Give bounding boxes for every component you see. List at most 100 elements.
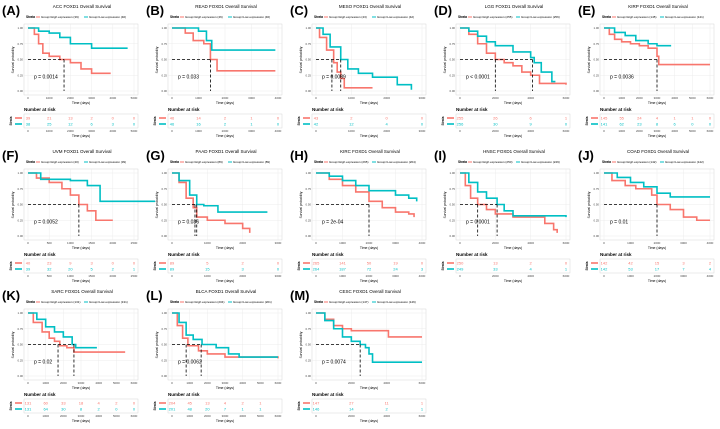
- legend-high-label: Group=High expression (40): [41, 160, 79, 164]
- y-tick-label: 1.00: [18, 26, 24, 30]
- x-tick-label: 3000: [680, 241, 687, 245]
- risk-x-axis-label: Time (days): [216, 279, 234, 283]
- y-tick-label: 0.50: [306, 343, 312, 347]
- y-tick-label: 0.00: [306, 89, 312, 93]
- panel-title: MESO FOXD1 Overall Survival: [339, 4, 401, 9]
- y-tick-label: 1.00: [594, 171, 600, 175]
- risk-count: 2: [242, 261, 245, 266]
- x-tick-label: 0: [603, 96, 605, 100]
- risk-x-tick-label: 4000: [419, 274, 426, 278]
- x-tick-label: 1000: [627, 241, 634, 245]
- risk-x-tick-label: 3000: [419, 129, 426, 133]
- risk-count: 142: [601, 267, 608, 272]
- risk-count: 201: [169, 407, 176, 412]
- risk-count: 4: [386, 122, 389, 127]
- risk-count: 1: [691, 116, 694, 121]
- legend-low-label: Group=Low expression (42): [377, 15, 414, 19]
- x-axis-label: Time (days): [360, 101, 378, 105]
- risk-count: 1: [259, 401, 262, 406]
- y-tick-label: 0.00: [306, 234, 312, 238]
- x-tick-label: 6000: [563, 241, 570, 245]
- risk-x-tick-label: 6000: [563, 129, 570, 133]
- legend-high-label: Group=High expression (250): [473, 160, 512, 164]
- risk-count: 3: [421, 267, 424, 272]
- x-tick-label: 3000: [654, 96, 661, 100]
- p-value: p = 0.0001: [466, 219, 490, 225]
- high-expression-curve: [604, 172, 710, 222]
- y-axis-label: Survival probability: [155, 331, 159, 358]
- risk-x-tick-label: 3000: [654, 129, 661, 133]
- y-axis-label: Survival probability: [11, 331, 15, 358]
- y-tick-label: 0.75: [306, 327, 312, 331]
- p-value: p = 0.0052: [34, 219, 58, 225]
- risk-count: 2: [98, 407, 101, 412]
- risk-x-tick-label: 3000: [275, 274, 282, 278]
- y-tick-label: 0.25: [594, 73, 600, 77]
- legend-strata-label: Strata: [170, 15, 179, 19]
- risk-count: 147: [313, 401, 320, 406]
- risk-x-tick-label: 2000: [239, 274, 246, 278]
- x-axis-label: Time (days): [504, 246, 522, 250]
- risk-count: 39: [26, 116, 31, 121]
- risk-x-tick-label: 6000: [419, 414, 426, 418]
- y-tick-label: 0.00: [594, 234, 600, 238]
- x-tick-label: 1500: [88, 241, 95, 245]
- low-expression-curve: [604, 172, 710, 198]
- risk-count: 0: [133, 122, 136, 127]
- risk-strata-label: Strata: [153, 261, 157, 270]
- risk-count: 9: [530, 122, 533, 127]
- panel-label: (K): [2, 288, 20, 303]
- y-tick-label: 1.00: [162, 311, 168, 315]
- risk-count: 53: [628, 267, 633, 272]
- risk-count: 204: [169, 401, 176, 406]
- km-panel: (E) KIRP FOXD1 Overall Survival Strata Grou…: [578, 3, 715, 138]
- high-expression-curve: [604, 27, 710, 66]
- risk-x-tick-label: 0: [171, 414, 173, 418]
- risk-x-tick-label: 1000: [195, 129, 202, 133]
- risk-table-title: Number at risk: [24, 252, 56, 257]
- risk-count: 5: [90, 267, 93, 272]
- x-tick-label: 1000: [67, 241, 74, 245]
- risk-count: 25: [47, 122, 52, 127]
- risk-count: 0: [709, 122, 712, 127]
- panel-title: KIRP FOXD1 Overall Survival: [628, 4, 687, 9]
- x-axis-label: Time (days): [216, 246, 234, 250]
- risk-count: 0: [421, 116, 424, 121]
- x-tick-label: 1000: [46, 96, 53, 100]
- panel-label: (E): [578, 3, 595, 18]
- y-tick-label: 0.00: [18, 89, 24, 93]
- x-axis-label: Time (days): [216, 386, 234, 390]
- risk-count: 64: [43, 407, 48, 412]
- risk-count: 0: [421, 261, 424, 266]
- risk-x-tick-label: 2000: [67, 129, 74, 133]
- risk-count: 9: [69, 261, 72, 266]
- legend-high-label: Group=High expression (142): [617, 160, 656, 164]
- risk-count: 18: [79, 401, 84, 406]
- low-expression-curve: [28, 172, 156, 203]
- legend-high-label: Group=High expression (145): [617, 15, 656, 19]
- high-expression-curve: [460, 27, 567, 85]
- x-tick-label: 2000: [636, 96, 643, 100]
- x-tick-label: 3000: [78, 381, 85, 385]
- y-tick-label: 0.50: [18, 343, 24, 347]
- risk-x-tick-label: 3000: [78, 414, 85, 418]
- y-tick-label: 1.00: [594, 26, 600, 30]
- x-tick-label: 2000: [654, 241, 661, 245]
- y-tick-label: 0.00: [306, 374, 312, 378]
- panel-title: HNSC FOXD1 Overall Survival: [483, 149, 545, 154]
- risk-strata-label: Strata: [9, 401, 13, 410]
- x-tick-label: 4000: [527, 241, 534, 245]
- y-tick-label: 0.00: [162, 374, 168, 378]
- panel-title: KIRC FOXD1 Overall Survival: [340, 149, 400, 154]
- risk-x-tick-label: 0: [171, 129, 173, 133]
- km-panel: (H) KIRC FOXD1 Overall Survival Strata Grou…: [290, 148, 427, 283]
- y-tick-label: 0.25: [18, 218, 24, 222]
- panel-label: (I): [434, 148, 446, 163]
- risk-count: 30: [493, 122, 498, 127]
- risk-count: 62: [619, 122, 624, 127]
- x-tick-label: 0: [27, 96, 29, 100]
- risk-count: 131: [25, 407, 32, 412]
- legend-high-label: Group=High expression (43): [329, 15, 367, 19]
- risk-x-tick-label: 1000: [627, 274, 634, 278]
- risk-x-axis-label: Time (days): [504, 134, 522, 138]
